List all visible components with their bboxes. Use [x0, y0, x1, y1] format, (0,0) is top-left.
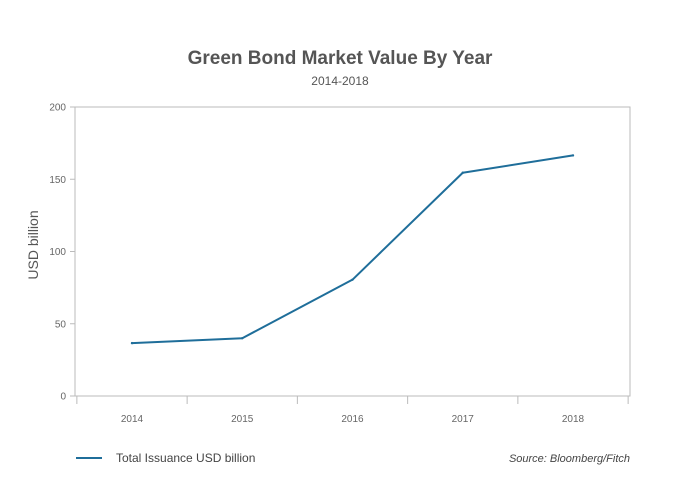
y-tick-label: 150	[49, 175, 66, 186]
x-axis: 2014 2015 2016 2017 2018	[76, 396, 629, 425]
data-point	[241, 337, 244, 340]
chart-subtitle: 2014-2018	[311, 74, 369, 88]
data-point	[461, 171, 464, 174]
chart-title: Green Bond Market Value By Year	[188, 48, 493, 69]
legend-label: Total Issuance USD billion	[116, 451, 255, 465]
data-point	[351, 278, 354, 281]
source-note: Source: Bloomberg/Fitch	[509, 453, 630, 465]
plot-frame	[74, 106, 631, 397]
plot-area	[74, 106, 631, 397]
x-tick-label: 2017	[452, 414, 475, 425]
y-tick-label: 200	[49, 103, 66, 114]
x-tick-label: 2014	[121, 414, 144, 425]
series-layer	[130, 154, 575, 345]
series-line	[131, 154, 574, 345]
x-tick-label: 2016	[341, 414, 364, 425]
y-axis: 0 50 100 150 200	[49, 103, 75, 403]
y-axis-title: USD billion	[25, 210, 41, 279]
data-point	[571, 154, 575, 157]
y-tick-label: 50	[55, 319, 67, 330]
legend: Total Issuance USD billion	[76, 451, 255, 465]
y-tick-label: 100	[49, 247, 66, 258]
data-point	[130, 341, 134, 345]
x-tick-label: 2015	[231, 414, 254, 425]
x-tick-label: 2018	[562, 414, 585, 425]
y-tick-label: 0	[60, 392, 66, 403]
